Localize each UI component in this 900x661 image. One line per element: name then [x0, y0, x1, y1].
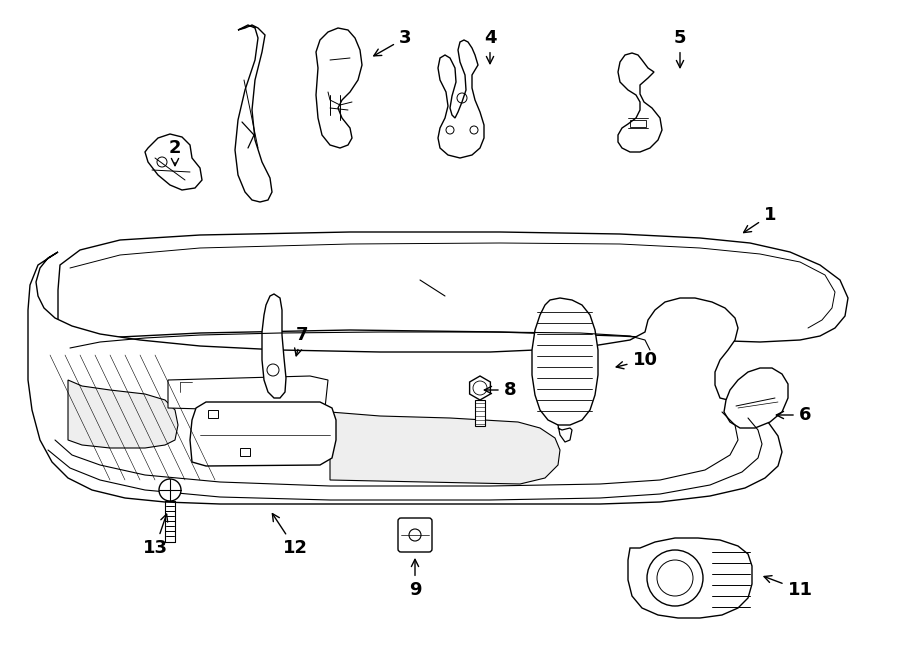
- Polygon shape: [145, 134, 202, 190]
- Text: 8: 8: [484, 381, 517, 399]
- Text: 11: 11: [764, 576, 813, 599]
- Polygon shape: [532, 298, 598, 425]
- Polygon shape: [28, 252, 782, 504]
- Bar: [630, 120, 646, 127]
- Text: 1: 1: [743, 206, 776, 233]
- FancyBboxPatch shape: [398, 518, 432, 552]
- Text: 2: 2: [169, 139, 181, 166]
- Polygon shape: [262, 294, 286, 398]
- Text: 3: 3: [374, 29, 411, 56]
- Bar: [240, 448, 250, 456]
- Text: 6: 6: [777, 406, 811, 424]
- Text: 7: 7: [294, 326, 308, 356]
- Text: 9: 9: [409, 559, 421, 599]
- Polygon shape: [438, 40, 484, 158]
- Polygon shape: [470, 376, 490, 400]
- Polygon shape: [724, 368, 788, 428]
- Text: 5: 5: [674, 29, 686, 67]
- Text: 12: 12: [273, 514, 308, 557]
- Polygon shape: [628, 538, 752, 618]
- Polygon shape: [168, 376, 328, 412]
- Polygon shape: [618, 53, 662, 152]
- Text: 10: 10: [616, 351, 658, 369]
- Text: 4: 4: [484, 29, 496, 63]
- Polygon shape: [330, 412, 560, 484]
- Polygon shape: [68, 380, 178, 448]
- Bar: [208, 410, 218, 418]
- Polygon shape: [58, 232, 848, 348]
- Polygon shape: [235, 25, 272, 202]
- Polygon shape: [475, 400, 485, 426]
- Text: 13: 13: [142, 514, 167, 557]
- Polygon shape: [190, 402, 336, 466]
- Circle shape: [159, 479, 181, 501]
- Polygon shape: [316, 28, 362, 148]
